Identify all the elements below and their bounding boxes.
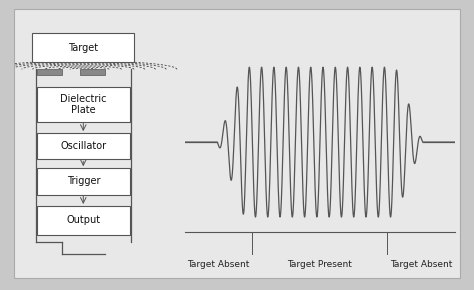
- Text: Target: Target: [68, 43, 98, 53]
- Text: Target Absent: Target Absent: [390, 260, 453, 269]
- Text: Target Absent: Target Absent: [187, 260, 250, 269]
- FancyBboxPatch shape: [14, 9, 460, 278]
- Text: Output: Output: [66, 215, 100, 225]
- FancyBboxPatch shape: [37, 87, 129, 122]
- Text: Target Present: Target Present: [288, 260, 352, 269]
- Text: Oscillator: Oscillator: [60, 141, 106, 151]
- Text: Dielectric
Plate: Dielectric Plate: [60, 94, 107, 115]
- FancyBboxPatch shape: [33, 33, 134, 62]
- FancyBboxPatch shape: [37, 206, 129, 235]
- FancyBboxPatch shape: [37, 168, 129, 195]
- Bar: [80, 69, 105, 75]
- Bar: [37, 69, 62, 75]
- Text: Trigger: Trigger: [66, 176, 100, 186]
- FancyBboxPatch shape: [37, 133, 129, 160]
